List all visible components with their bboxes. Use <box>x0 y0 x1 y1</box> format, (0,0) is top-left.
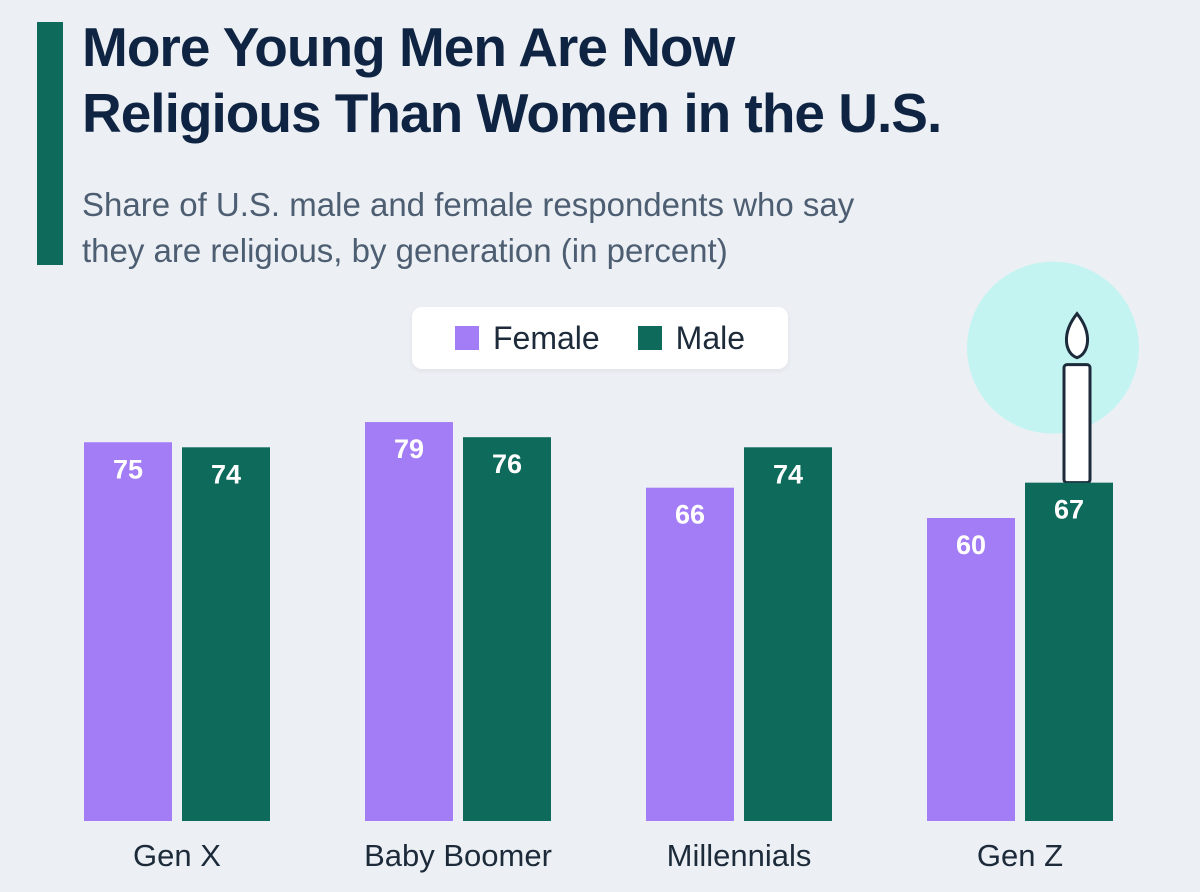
label-group: 75 74 Gen X 79 76 Baby Boomer 66 74 Millennials 6… <box>113 434 1084 873</box>
accent-bar <box>37 22 63 265</box>
data-label-millennials-male: 74 <box>773 459 803 489</box>
bar-gen-x-male <box>182 447 270 821</box>
legend-label-female: Female <box>492 319 600 356</box>
chart-title: More Young Men Are Now Religious Than Wo… <box>82 14 1192 146</box>
chart-subtitle-line-2: they are religious, by generation (in pe… <box>82 232 728 269</box>
bar-gen-z-female <box>927 518 1015 821</box>
bar-baby-boomer-male <box>463 437 551 821</box>
data-label-gen-x-female: 75 <box>113 454 143 484</box>
data-label-gen-x-male: 74 <box>211 459 241 489</box>
x-tick-label-baby-boomer: Baby Boomer <box>364 838 552 873</box>
chart-subtitle-line-1: Share of U.S. male and female respondent… <box>82 186 855 223</box>
bar-millennials-female <box>646 487 734 821</box>
data-label-millennials-female: 66 <box>675 500 705 530</box>
chart-subtitle: Share of U.S. male and female respondent… <box>82 182 1082 274</box>
legend-item-male: Male <box>637 319 746 357</box>
candle-illustration <box>967 261 1139 485</box>
chart-title-line-1: More Young Men Are Now <box>82 16 735 78</box>
data-label-baby-boomer-male: 76 <box>492 449 522 479</box>
data-label-gen-z-male: 67 <box>1054 495 1084 525</box>
legend-swatch-male <box>637 326 662 350</box>
candle-flame-icon <box>1065 311 1089 360</box>
candle-halo <box>967 261 1139 434</box>
legend-swatch-female <box>454 326 479 350</box>
x-tick-label-gen-z: Gen Z <box>977 838 1063 873</box>
data-label-baby-boomer-female: 79 <box>394 434 424 464</box>
legend-label-male: Male <box>675 319 746 356</box>
candle-body <box>1062 363 1092 485</box>
bar-gen-x-female <box>84 442 172 821</box>
data-label-gen-z-female: 60 <box>956 530 986 560</box>
chart-legend: Female Male <box>412 307 788 369</box>
bar-millennials-male <box>744 447 832 821</box>
bar-group <box>84 422 1113 821</box>
x-tick-label-gen-x: Gen X <box>133 838 221 873</box>
x-tick-label-millennials: Millennials <box>667 838 812 873</box>
bar-baby-boomer-female <box>365 422 453 821</box>
chart-title-line-2: Religious Than Women in the U.S. <box>82 82 942 144</box>
legend-item-female: Female <box>454 319 600 357</box>
bar-gen-z-male <box>1025 482 1113 821</box>
